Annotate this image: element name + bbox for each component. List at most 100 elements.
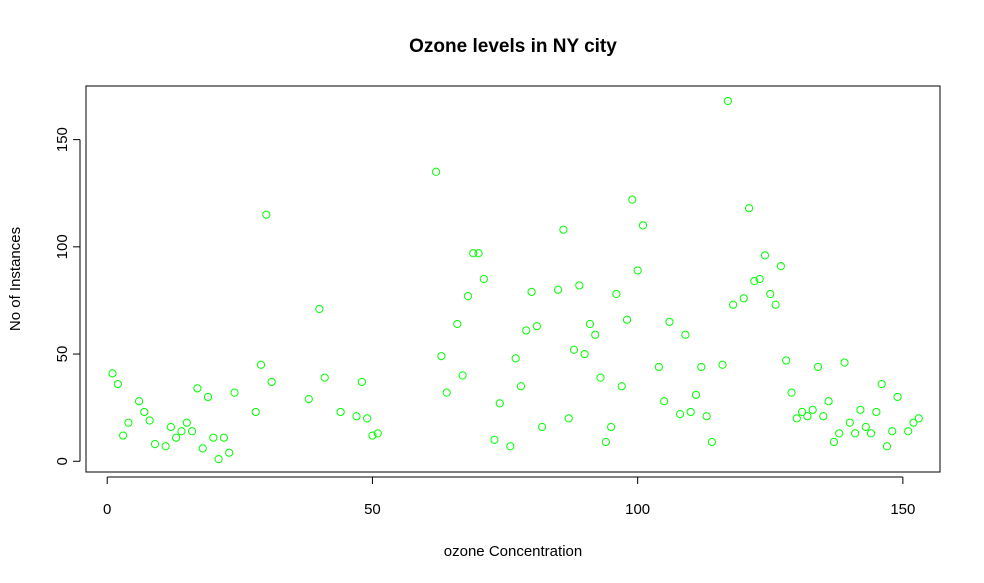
- data-point: [569, 345, 579, 354]
- data-point: [851, 429, 860, 438]
- data-point: [686, 407, 695, 417]
- data-point: [230, 388, 239, 397]
- data-point: [675, 410, 685, 419]
- data-point: [363, 414, 372, 423]
- chart-title: Ozone levels in NY city: [409, 36, 617, 57]
- data-point: [702, 412, 711, 421]
- x-axis: 0 50 100 150: [103, 476, 915, 518]
- data-point: [840, 358, 849, 367]
- data-point: [824, 397, 833, 406]
- data-point: [771, 300, 780, 309]
- data-point: [267, 377, 276, 387]
- data-point: [150, 440, 160, 449]
- data-point: [219, 433, 229, 442]
- data-point: [691, 390, 701, 399]
- data-point: [463, 292, 473, 301]
- data-point: [681, 330, 690, 339]
- data-point: [458, 371, 467, 380]
- data-point: [904, 427, 913, 436]
- data-point: [506, 442, 515, 451]
- data-point: [431, 167, 441, 176]
- data-point: [256, 360, 266, 369]
- data-point: [723, 96, 732, 106]
- data-point: [782, 356, 791, 365]
- data-point: [697, 362, 706, 372]
- data-point: [835, 429, 844, 438]
- data-point: [453, 319, 462, 329]
- data-point: [612, 289, 621, 299]
- data-point: [140, 407, 149, 417]
- data-point: [585, 319, 595, 329]
- data-point: [251, 407, 260, 417]
- data-point: [113, 379, 122, 389]
- data-point: [373, 429, 382, 438]
- data-point: [718, 360, 727, 369]
- data-point: [108, 369, 117, 378]
- data-point: [203, 392, 213, 402]
- data-point: [591, 330, 600, 339]
- y-axis-label: No of Instances: [7, 227, 24, 331]
- data-point: [564, 414, 573, 423]
- data-point: [766, 289, 775, 299]
- data-point: [474, 249, 483, 258]
- data-point: [607, 422, 616, 432]
- y-axis: 0 50 100 150: [54, 127, 81, 465]
- data-point: [522, 326, 531, 335]
- data-point: [490, 435, 499, 444]
- data-point: [797, 407, 807, 417]
- data-point: [872, 407, 881, 417]
- y-tick-label: 0: [54, 457, 71, 465]
- data-point: [914, 414, 923, 423]
- data-point: [601, 437, 610, 447]
- data-point: [856, 405, 865, 414]
- data-point: [654, 362, 663, 372]
- data-point: [315, 304, 324, 314]
- data-point: [198, 444, 207, 453]
- data-point: [813, 362, 823, 372]
- data-point: [479, 274, 488, 284]
- data-point: [442, 388, 451, 397]
- data-point: [622, 315, 632, 324]
- data-point: [320, 373, 329, 382]
- data-point: [352, 412, 361, 421]
- data-point: [861, 422, 870, 432]
- data-point: [357, 377, 366, 387]
- data-point: [617, 382, 626, 391]
- x-tick-label: 50: [364, 501, 381, 518]
- data-point: [368, 431, 377, 440]
- y-tick-label: 100: [54, 234, 71, 259]
- data-point: [866, 429, 876, 438]
- data-point: [739, 294, 748, 303]
- data-point: [792, 414, 801, 423]
- data-point: [803, 412, 812, 421]
- data-point: [124, 418, 133, 427]
- data-point: [225, 448, 234, 457]
- data-point: [516, 382, 526, 391]
- data-point: [808, 405, 817, 414]
- data-point: [119, 431, 128, 440]
- data-point: [750, 277, 759, 286]
- data-point: [776, 262, 785, 271]
- data-point: [596, 373, 605, 382]
- data-point: [660, 397, 669, 406]
- data-point: [437, 352, 446, 361]
- x-tick-label: 100: [625, 501, 650, 518]
- data-point: [819, 412, 828, 421]
- data-point: [633, 266, 642, 275]
- data-point: [553, 285, 563, 294]
- data-point: [559, 225, 568, 234]
- data-point: [909, 418, 918, 427]
- data-point: [187, 427, 197, 436]
- data-point: [495, 399, 504, 408]
- data-point: [755, 274, 764, 284]
- data-point: [336, 407, 345, 417]
- data-point: [193, 384, 202, 393]
- data-point: [145, 416, 154, 425]
- y-tick-label: 150: [54, 127, 71, 152]
- data-point: [214, 455, 223, 464]
- data-point: [845, 418, 854, 427]
- data-point: [134, 397, 144, 406]
- data-point: [760, 251, 770, 260]
- data-point: [469, 249, 478, 258]
